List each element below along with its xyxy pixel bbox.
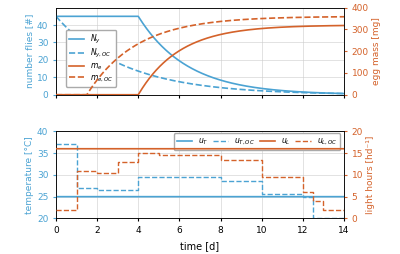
Legend: $u_T$, $u_{T,OC}$, $u_L$, $u_{L,OC}$: $u_T$, $u_{T,OC}$, $u_L$, $u_{L,OC}$ — [174, 133, 340, 150]
Legend: $N_y$, $N_{y,OC}$, $m_e$, $m_{e,OC}$: $N_y$, $N_{y,OC}$, $m_e$, $m_{e,OC}$ — [66, 30, 116, 87]
Y-axis label: number flies [#]: number flies [#] — [25, 14, 34, 88]
Y-axis label: light hours [hd⁻¹]: light hours [hd⁻¹] — [366, 136, 375, 214]
Y-axis label: egg mass [mg]: egg mass [mg] — [372, 17, 381, 85]
Y-axis label: temperature [°C]: temperature [°C] — [25, 136, 34, 214]
X-axis label: time [d]: time [d] — [180, 241, 220, 251]
